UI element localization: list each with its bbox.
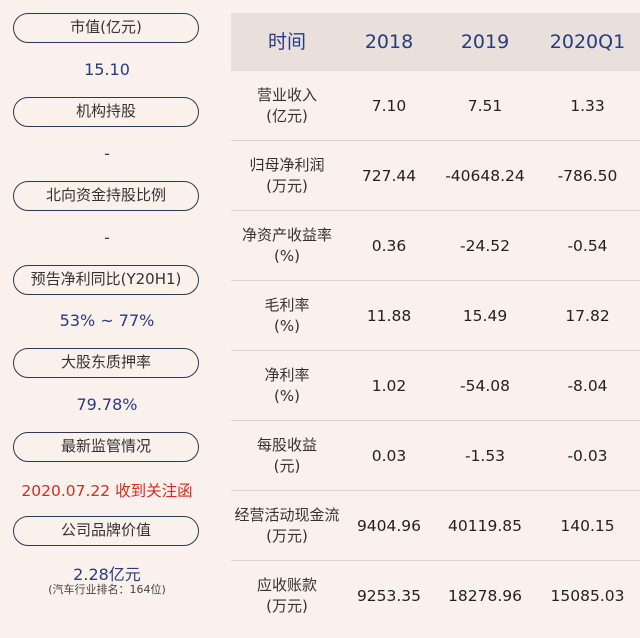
metric-unit: (万元): [266, 176, 308, 195]
value-cell: 7.10: [371, 96, 407, 115]
value-cell: 9253.35: [356, 586, 422, 605]
value-cell: 727.44: [361, 166, 417, 185]
institution-holding-label: 机构持股: [13, 97, 199, 127]
metric-unit: (元): [273, 456, 301, 475]
value-cell: 140.15: [560, 516, 615, 535]
stock-summary-panel: 市值(亿元) 15.10 机构持股 - 北向资金持股比例 - 预告净利同比(Y2…: [0, 0, 214, 638]
header-2020q1: 2020Q1: [549, 31, 626, 53]
header-2019: 2019: [460, 31, 510, 53]
profit-forecast-value: 53% ~ 77%: [59, 311, 155, 330]
metric-unit: (万元): [266, 596, 308, 615]
metric-name: 应收账款: [256, 575, 317, 594]
metric-name: 净资产收益率: [241, 225, 332, 244]
value-cell: 17.82: [565, 306, 610, 325]
metric-name: 毛利率: [264, 295, 310, 314]
metric-name: 经营活动现金流: [234, 505, 340, 524]
financial-table: 时间 2018 2019 2020Q1 营业收入 (亿元) 7.10 7.51 1.33…: [231, 13, 640, 630]
value-cell: 1.33: [570, 96, 605, 115]
value-cell: 1.02: [371, 376, 407, 395]
value-cell: 0.03: [371, 446, 407, 465]
pledge-rate-label: 大股东质押率: [13, 348, 199, 378]
value-cell: 11.88: [366, 306, 412, 325]
institution-holding-value: -: [104, 144, 110, 163]
table-row: 营业收入 (亿元) 7.10 7.51 1.33: [231, 71, 640, 141]
value-cell: 7.51: [467, 96, 503, 115]
metric-name-cell: 净资产收益率 (%): [231, 225, 343, 267]
value-cell: 15.49: [462, 306, 508, 325]
value-cell: 18278.96: [448, 586, 522, 605]
metric-name-cell: 营业收入 (亿元): [231, 85, 343, 127]
metric-name-cell: 毛利率 (%): [231, 295, 343, 337]
metric-unit: (%): [274, 386, 300, 405]
brand-value-label: 公司品牌价值: [13, 516, 199, 546]
value-cell: -54.08: [460, 376, 510, 395]
market-cap-label: 市值(亿元): [13, 13, 199, 43]
northbound-holding-label: 北向资金持股比例: [13, 181, 199, 211]
table-row: 应收账款 (万元) 9253.35 18278.96 15085.03: [231, 561, 640, 630]
table-row: 每股收益 (元) 0.03 -1.53 -0.03: [231, 421, 640, 491]
profit-forecast-label: 预告净利同比(Y20H1): [13, 265, 199, 295]
value-cell: 9404.96: [356, 516, 422, 535]
value-cell: 40119.85: [448, 516, 522, 535]
value-cell: -8.04: [567, 376, 608, 395]
metric-name: 营业收入: [256, 85, 317, 104]
metric-name-cell: 经营活动现金流 (万元): [231, 505, 343, 547]
metric-name: 每股收益: [256, 435, 317, 454]
value-cell: 0.36: [371, 236, 407, 255]
header-period: 时间: [267, 30, 306, 53]
metric-unit: (%): [274, 246, 300, 265]
table-row: 净资产收益率 (%) 0.36 -24.52 -0.54: [231, 211, 640, 281]
brand-rank-note: (汽车行业排名：164位): [48, 583, 166, 596]
metric-unit: (万元): [266, 526, 308, 545]
regulatory-status-value: 2020.07.22 收到关注函: [21, 482, 193, 500]
table-header: 时间 2018 2019 2020Q1: [231, 13, 640, 71]
metric-name-cell: 每股收益 (元): [231, 435, 343, 477]
value-cell: 15085.03: [550, 586, 625, 605]
metric-unit: (%): [274, 316, 300, 335]
value-cell: -0.03: [567, 446, 608, 465]
value-cell: -1.53: [464, 446, 506, 465]
table-row: 经营活动现金流 (万元) 9404.96 40119.85 140.15: [231, 491, 640, 561]
pledge-rate-value: 79.78%: [76, 395, 138, 414]
value-cell: -0.54: [567, 236, 608, 255]
metric-name: 归母净利润: [249, 155, 325, 174]
metric-name-cell: 净利率 (%): [231, 365, 343, 407]
metric-unit: (亿元): [266, 106, 308, 125]
market-cap-value: 15.10: [84, 60, 130, 79]
value-cell: -40648.24: [445, 166, 525, 185]
value-cell: -786.50: [557, 166, 618, 185]
regulatory-status-label: 最新监管情况: [13, 432, 199, 462]
metric-name: 净利率: [264, 365, 310, 384]
metric-name-cell: 应收账款 (万元): [231, 575, 343, 617]
header-2018: 2018: [364, 31, 414, 53]
table-row: 归母净利润 (万元) 727.44 -40648.24 -786.50: [231, 141, 640, 211]
metric-name-cell: 归母净利润 (万元): [231, 155, 343, 197]
brand-value-value: 2.28亿元: [73, 565, 141, 584]
value-cell: -24.52: [460, 236, 510, 255]
table-row: 毛利率 (%) 11.88 15.49 17.82: [231, 281, 640, 351]
table-row: 净利率 (%) 1.02 -54.08 -8.04: [231, 351, 640, 421]
northbound-holding-value: -: [104, 228, 110, 247]
